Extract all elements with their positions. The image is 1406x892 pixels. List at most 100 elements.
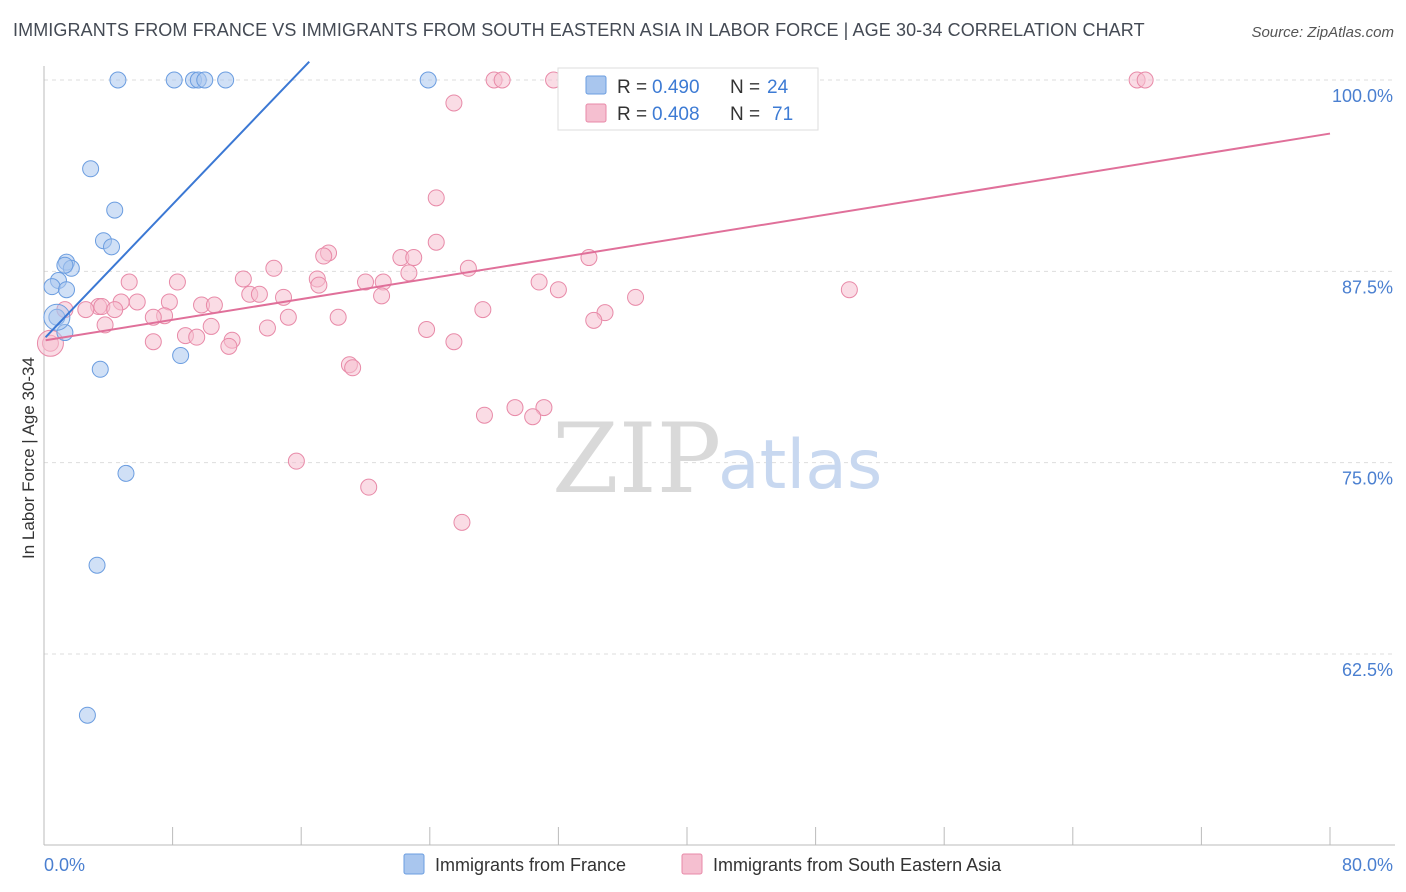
france-point — [117, 464, 135, 482]
south-eastern-asia-point — [360, 478, 378, 496]
x-tick-labels: 0.0% 80.0% — [44, 855, 1393, 875]
legend-r-label: R = — [617, 104, 647, 125]
south-eastern-asia-point — [220, 337, 238, 355]
south-eastern-asia-point — [840, 281, 858, 299]
south-eastern-asia-point — [405, 249, 423, 267]
france-point — [103, 238, 121, 256]
france-trend-line — [44, 60, 310, 338]
watermark-zip: ZIP — [552, 403, 721, 515]
south-eastern-asia-point — [400, 264, 418, 282]
france-point — [419, 71, 437, 89]
france-point — [56, 256, 74, 274]
x-tick-label: 0.0% — [44, 855, 85, 875]
south-eastern-asia-point — [168, 273, 186, 291]
y-tick-label: 100.0% — [1332, 86, 1393, 106]
south-eastern-asia-point — [475, 406, 493, 424]
south-eastern-asia-point — [128, 293, 146, 311]
south-eastern-asia-point — [96, 316, 114, 334]
legend-n-label: N = — [730, 77, 760, 98]
south-eastern-asia-point — [445, 333, 463, 351]
france-point — [78, 706, 96, 724]
france-point — [88, 556, 106, 574]
france-point — [91, 360, 109, 378]
south-eastern-asia-point — [373, 287, 391, 305]
series-legend: Immigrants from France Immigrants from S… — [403, 853, 1002, 875]
legend-swatch-france — [403, 853, 425, 875]
legend-n-value: 24 — [767, 77, 789, 98]
south-eastern-asia-point — [627, 288, 645, 306]
south-eastern-asia-point — [279, 308, 297, 326]
legend-swatch-blue — [585, 75, 607, 95]
y-tick-label: 75.0% — [1342, 469, 1393, 489]
south-eastern-asia-point — [357, 273, 374, 291]
legend-label-france: Immigrants from France — [435, 855, 626, 875]
france-point — [196, 71, 214, 89]
south-eastern-asia-point — [535, 399, 553, 417]
correlation-legend: R = 0.490 N = 24 R = 0.408 N = 71 — [557, 67, 819, 131]
france-point — [43, 278, 61, 296]
south-eastern-asia-point — [344, 359, 362, 377]
south-eastern-asia-point — [188, 328, 206, 346]
south-eastern-asia-point — [250, 285, 268, 303]
y-tick-label: 62.5% — [1342, 660, 1393, 680]
source-label: Source: ZipAtlas.com — [1251, 24, 1394, 41]
south-eastern-asia-point — [315, 247, 333, 265]
y-axis-label: In Labor Force | Age 30-34 — [19, 357, 38, 559]
legend-r-value: 0.408 — [652, 104, 700, 125]
south-eastern-asia-point — [234, 270, 252, 288]
south-eastern-asia-point — [36, 329, 64, 357]
watermark: ZIP atlas — [552, 403, 882, 515]
france-point — [43, 303, 71, 331]
legend-n-label: N = — [730, 104, 760, 125]
trend-lines — [44, 60, 1331, 342]
grid-lines — [44, 79, 1395, 655]
legend-label-south-eastern-asia: Immigrants from South Eastern Asia — [713, 855, 1002, 875]
south-eastern-asia-point — [427, 189, 445, 207]
legend-swatch-pink — [585, 103, 607, 123]
france-point — [165, 71, 183, 89]
south-eastern-asia-point — [265, 259, 283, 277]
south-eastern-asia-point — [493, 71, 511, 89]
south-eastern-asia-point — [77, 301, 95, 319]
legend-swatch-south-eastern-asia — [681, 853, 703, 875]
y-tick-label: 87.5% — [1342, 277, 1393, 297]
south-eastern-asia-point — [530, 273, 548, 291]
y-tick-labels: 100.0% 87.5% 75.0% 62.5% — [1332, 86, 1393, 680]
south-eastern-asia-point — [205, 296, 223, 314]
x-tick-label: 80.0% — [1342, 855, 1393, 875]
legend-r-value: 0.490 — [652, 77, 700, 98]
france-point — [82, 160, 100, 178]
series-france-points — [43, 71, 437, 724]
south-eastern-asia-point — [106, 301, 124, 319]
south-eastern-asia-point — [1136, 71, 1154, 89]
south-eastern-asia-point — [506, 399, 524, 417]
south-eastern-asia-point — [427, 233, 445, 251]
france-point — [58, 281, 76, 299]
south-eastern-asia-point — [549, 281, 567, 299]
south-eastern-asia-trend-line — [45, 132, 1331, 342]
south-eastern-asia-point — [120, 273, 138, 291]
watermark-atlas: atlas — [718, 426, 882, 505]
south-eastern-asia-point — [418, 320, 436, 338]
south-eastern-asia-point — [329, 308, 347, 326]
south-eastern-asia-point — [144, 333, 162, 351]
legend-n-value: 71 — [772, 104, 793, 125]
south-eastern-asia-point — [585, 311, 603, 329]
axes — [43, 66, 1395, 846]
france-point — [217, 71, 235, 89]
south-eastern-asia-point — [453, 513, 471, 531]
south-eastern-asia-point — [524, 408, 542, 426]
france-point — [172, 347, 190, 365]
chart-title: IMMIGRANTS FROM FRANCE VS IMMIGRANTS FRO… — [13, 20, 1145, 40]
south-eastern-asia-point — [445, 94, 463, 112]
france-point — [106, 201, 124, 219]
legend-r-label: R = — [617, 77, 647, 98]
south-eastern-asia-point — [258, 319, 276, 337]
south-eastern-asia-point — [287, 452, 305, 470]
france-point — [109, 71, 127, 89]
series-south-eastern-asia-points — [36, 71, 1154, 531]
south-eastern-asia-point — [310, 276, 328, 294]
south-eastern-asia-point — [474, 301, 492, 319]
south-eastern-asia-point — [202, 317, 220, 335]
